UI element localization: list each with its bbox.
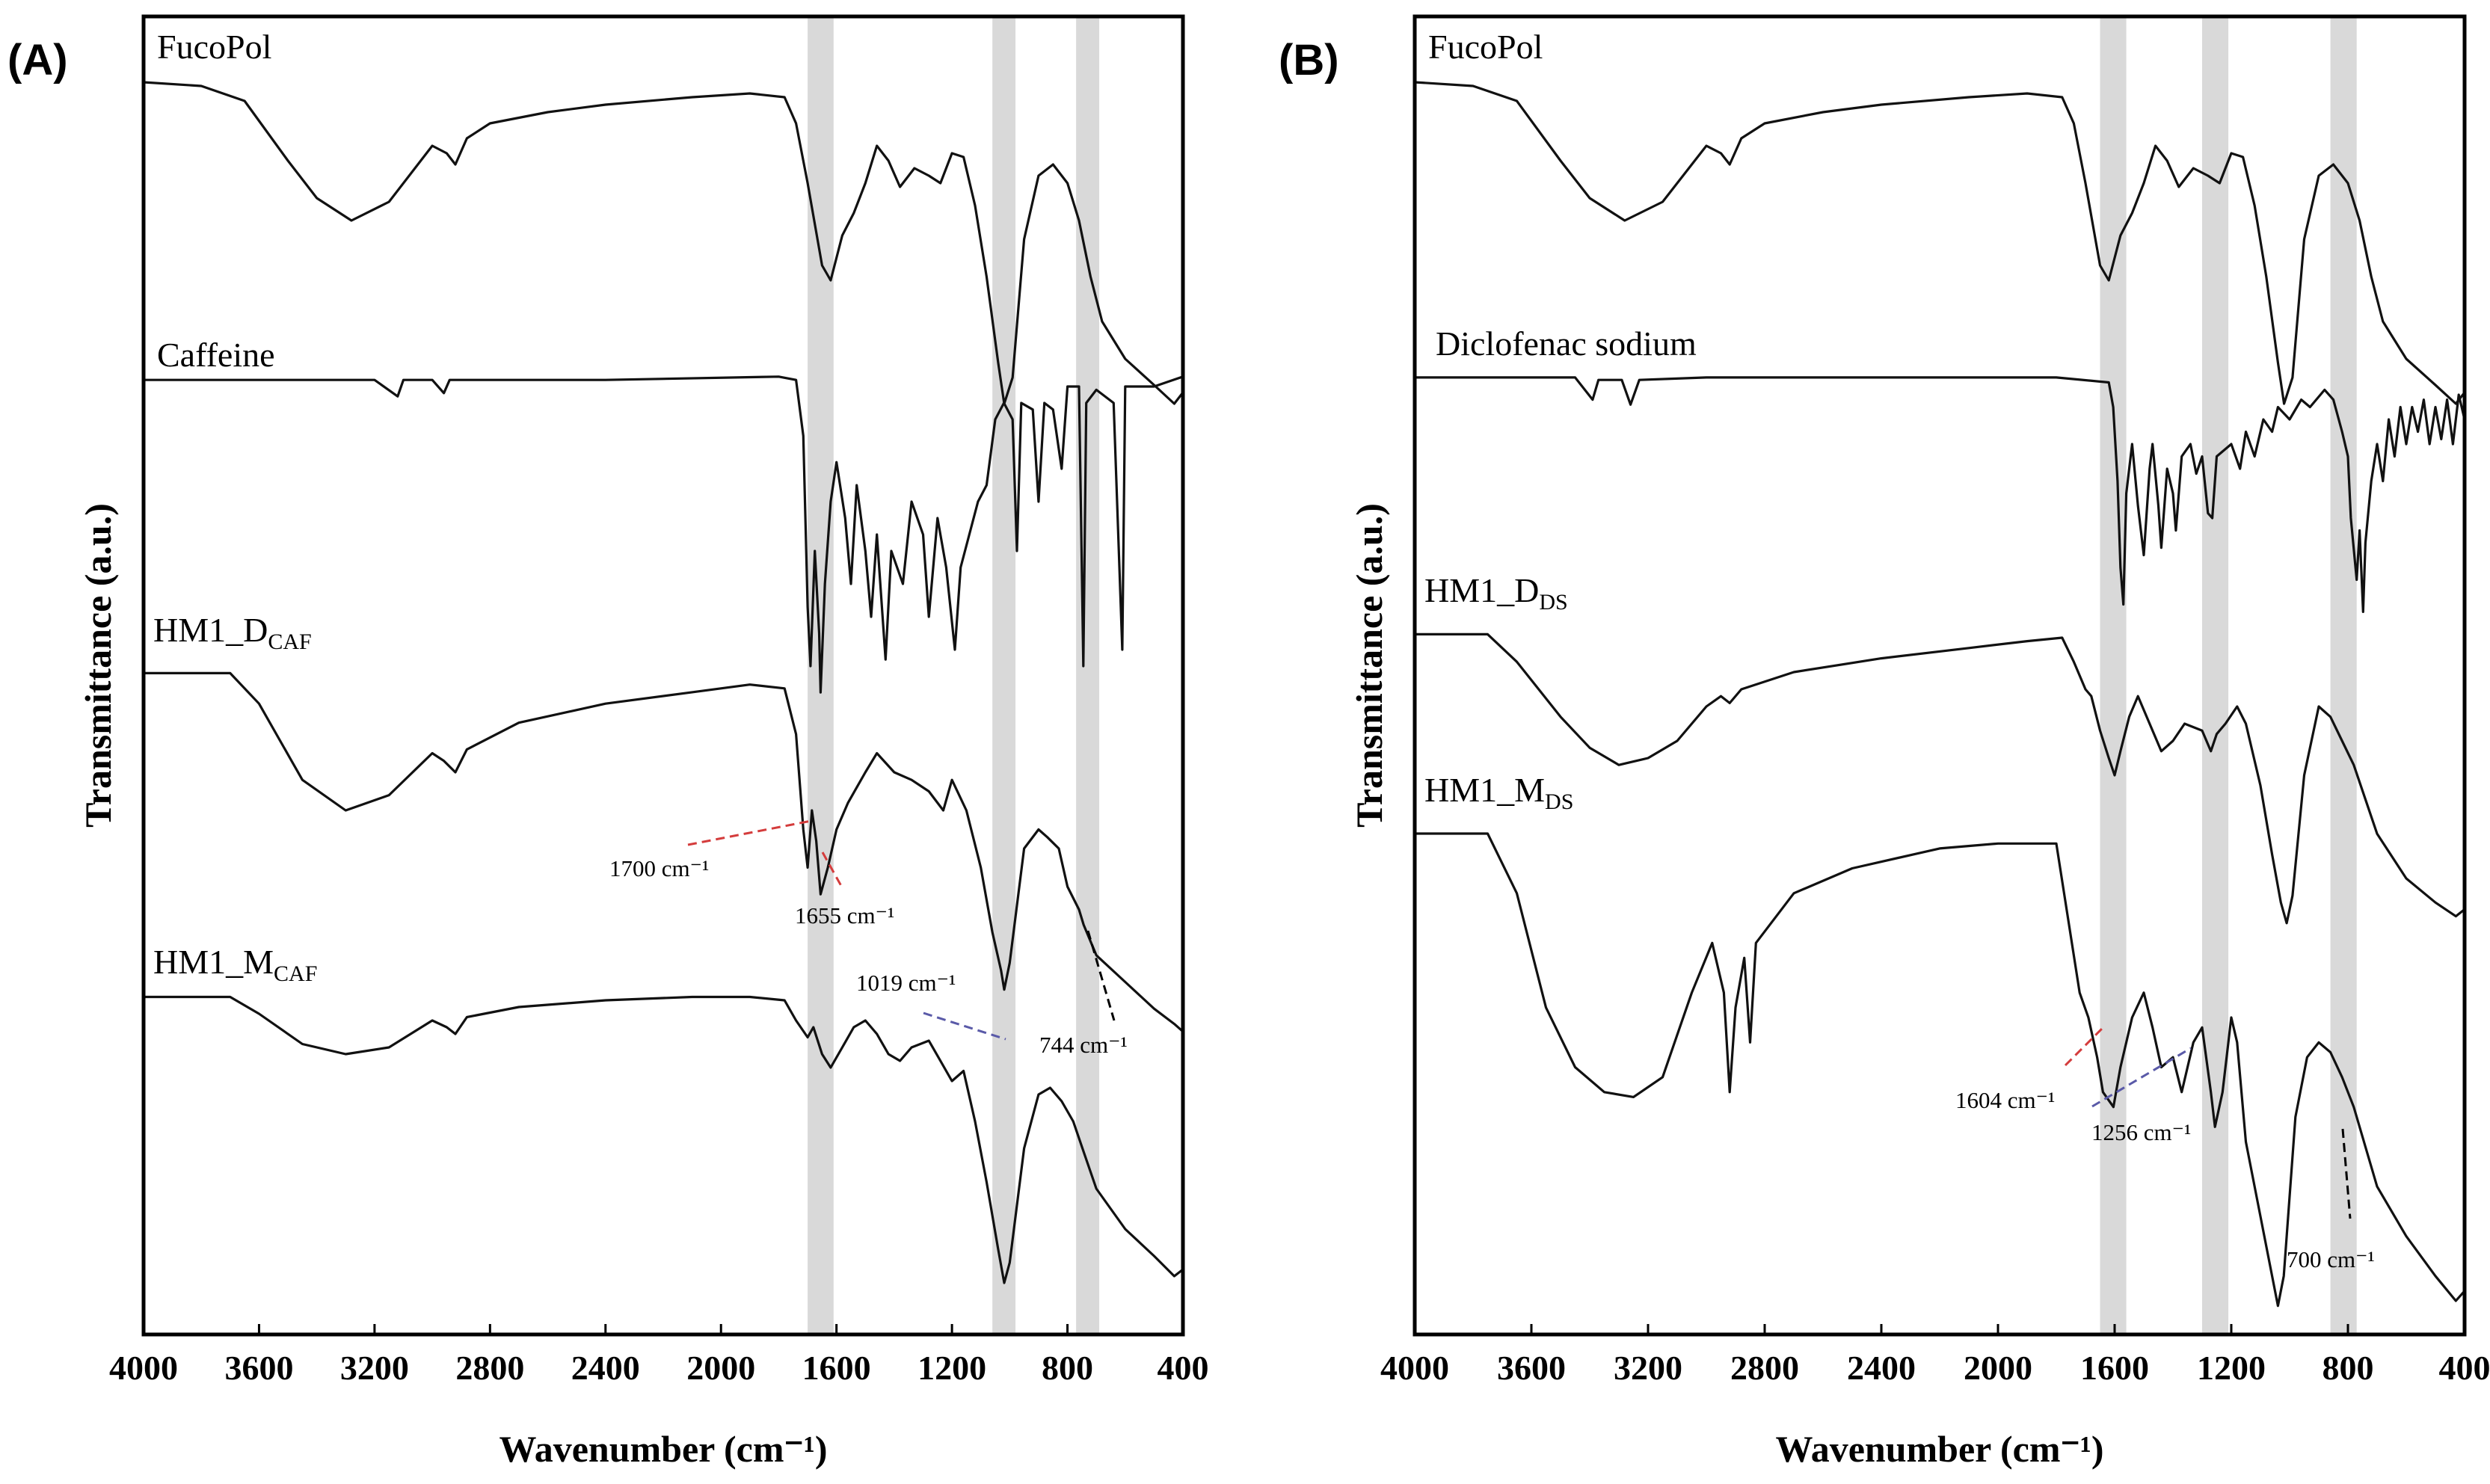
panel-a-highlight-bands [808, 16, 1100, 1334]
panel-b-tick-label-800: 800 [2323, 1349, 2374, 1387]
panel-b-spectra [1414, 81, 2466, 1308]
panel-b-tick-label-2400: 2400 [1847, 1349, 1916, 1387]
panel-b-tick-label-2800: 2800 [1730, 1349, 1799, 1387]
panel-a-tick-label-3200: 3200 [340, 1349, 409, 1387]
panel-a-tick-label-4000: 4000 [109, 1349, 178, 1387]
panel-a-tick-label-2400: 2400 [571, 1349, 640, 1387]
panel-b-x-axis-title: Wavenumber (cm⁻¹) [1775, 1428, 2103, 1470]
panel-b-tick-label-3600: 3600 [1497, 1349, 1566, 1387]
panel-b: (B) 4000 3600 3200 2800 2400 2000 1600 1200 800 4… [1279, 14, 2490, 1470]
panel-a-frame [141, 14, 1185, 1337]
panel-a-tick-label-3600: 3600 [224, 1349, 293, 1387]
panel-a-tick-label-1600: 1600 [802, 1349, 871, 1387]
panel-a-series-caffeine [144, 375, 1184, 694]
panel-a-series-hm1-mcaf [144, 995, 1184, 1284]
panel-a-tick-label-400: 400 [1158, 1349, 1209, 1387]
panel-b-frame [1412, 14, 2467, 1337]
series-label-caffeine: Caffeine [157, 336, 275, 374]
panel-a-tick-label-1200: 1200 [917, 1349, 986, 1387]
panel-a-tick-label-800: 800 [1042, 1349, 1093, 1387]
leader-1256-b [2091, 1047, 2192, 1108]
panel-b-series-hm1-mds [1415, 832, 2466, 1308]
annotation-1655-a: 1655 cm⁻¹ [795, 902, 894, 929]
panel-b-band-2 [2330, 16, 2357, 1334]
panel-a-band-1 [992, 16, 1016, 1334]
annotation-1604-b: 1604 cm⁻¹ [1955, 1087, 2055, 1113]
panel-b-tick-label-3200: 3200 [1614, 1349, 1682, 1387]
panel-b-label: (B) [1279, 36, 1339, 84]
series-label-diclofenac: Diclofenac sodium [1436, 324, 1697, 363]
panel-b-band-0 [2100, 16, 2127, 1334]
panel-b-tick-label-4000: 4000 [1380, 1349, 1449, 1387]
series-label-hm1-dds: HM1_DDS [1424, 571, 1568, 615]
panel-a-series-fucopol [143, 81, 1184, 405]
annotation-1700-a: 1700 cm⁻¹ [609, 855, 709, 881]
series-label-hm1-mcaf: HM1_MCAF [153, 943, 317, 986]
annotation-744-a: 744 cm⁻¹ [1039, 1032, 1128, 1058]
annotation-1019-a: 1019 cm⁻¹ [856, 970, 956, 996]
panel-a: (A) 4000 3600 3200 2800 2400 2000 1600 1200 800 4… [7, 14, 1209, 1470]
leader-700-b [2341, 1128, 2352, 1219]
panel-b-band-1 [2202, 16, 2229, 1334]
leader-1655-a [821, 852, 843, 887]
leader-744-a [1086, 930, 1116, 1021]
panel-a-spectra [143, 81, 1184, 1284]
panel-a-tick-label-2800: 2800 [455, 1349, 524, 1387]
panel-b-tick-label-400: 400 [2439, 1349, 2490, 1387]
panel-a-label: (A) [7, 36, 68, 84]
series-label-fucopol-a: FucoPol [157, 28, 271, 66]
annotation-1256-b: 1256 cm⁻¹ [2091, 1119, 2191, 1145]
panel-a-x-ticks: 4000 3600 3200 2800 2400 2000 1600 1200 800 400 [109, 1324, 1209, 1387]
panel-a-band-2 [1076, 16, 1100, 1334]
panel-a-series-hm1-dcaf [144, 671, 1184, 1033]
panel-a-tick-label-2000: 2000 [686, 1349, 755, 1387]
panel-b-x-ticks: 4000 3600 3200 2800 2400 2000 1600 1200 800 400 [1380, 1324, 2490, 1387]
leader-1700-a [687, 819, 812, 846]
annotation-700-b: 700 cm⁻¹ [2287, 1246, 2375, 1272]
leader-1019-a [923, 1012, 1006, 1041]
leader-1604-b [2064, 1026, 2104, 1067]
panel-b-series-hm1-dds [1415, 632, 2465, 925]
panel-b-tick-label-2000: 2000 [1964, 1349, 2032, 1387]
panel-b-tick-label-1200: 1200 [2197, 1349, 2266, 1387]
series-label-hm1-dcaf: HM1_DCAF [153, 611, 312, 654]
series-label-hm1-mds: HM1_MDS [1424, 771, 1573, 814]
panel-b-y-axis-title: Transmittance (a.u.) [1348, 503, 1390, 828]
series-label-fucopol-b: FucoPol [1428, 28, 1543, 66]
panel-b-series-fucopol [1414, 81, 2466, 405]
panel-b-tick-label-1600: 1600 [2080, 1349, 2149, 1387]
panel-a-y-axis-title: Transmittance (a.u.) [77, 503, 119, 828]
panel-b-highlight-bands [2100, 16, 2357, 1334]
panel-b-series-diclofenac-sodium [1415, 376, 2466, 613]
panel-a-x-axis-title: Wavenumber (cm⁻¹) [499, 1428, 827, 1470]
